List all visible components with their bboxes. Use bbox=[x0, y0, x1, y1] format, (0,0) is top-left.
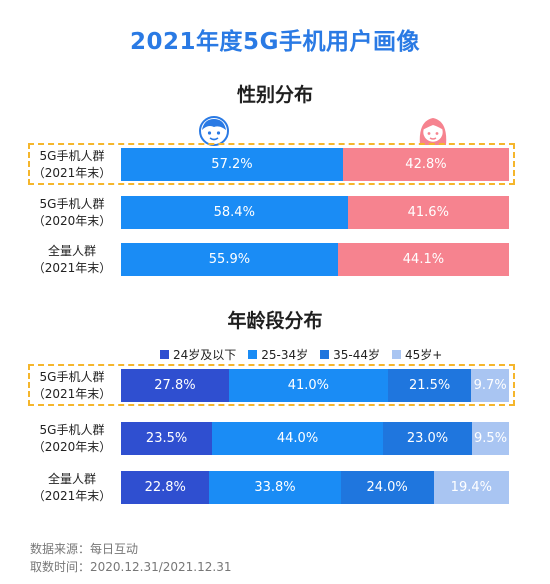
row-label-line1: 5G手机人群 bbox=[39, 370, 105, 384]
legend-swatch bbox=[160, 350, 169, 359]
legend-item: 45岁+ bbox=[392, 346, 442, 363]
row-label-line1: 5G手机人群 bbox=[39, 149, 105, 163]
age-segment: 9.5% bbox=[472, 422, 509, 455]
legend-label: 35-44岁 bbox=[333, 348, 381, 362]
row-label-line2: （2021年末） bbox=[32, 166, 112, 180]
age-row-label: 5G手机人群 （2020年末） bbox=[28, 422, 116, 456]
row-label-line2: （2021年末） bbox=[32, 489, 112, 503]
male-segment: 57.2% bbox=[121, 148, 343, 181]
age-segment: 33.8% bbox=[209, 471, 341, 504]
legend-label: 25-34岁 bbox=[261, 348, 309, 362]
row-label-line1: 全量人群 bbox=[47, 244, 96, 258]
row-label-line2: （2021年末） bbox=[32, 387, 112, 401]
female-segment: 44.1% bbox=[337, 243, 509, 276]
male-segment: 55.9% bbox=[121, 243, 338, 276]
age-segment: 9.7% bbox=[471, 369, 509, 402]
age-segment: 23.5% bbox=[121, 422, 213, 455]
row-label-line1: 全量人群 bbox=[47, 472, 96, 486]
age-segment: 24.0% bbox=[340, 471, 434, 504]
gender-row-label: 5G手机人群 （2021年末） bbox=[28, 148, 116, 182]
age-segment: 22.8% bbox=[121, 471, 210, 504]
age-segment: 19.4% bbox=[433, 471, 509, 504]
female-segment: 42.8% bbox=[342, 148, 509, 181]
row-label-line1: 5G手机人群 bbox=[39, 197, 105, 211]
row-label-line2: （2020年末） bbox=[32, 440, 112, 454]
legend-item: 24岁及以下 bbox=[160, 346, 236, 363]
legend-swatch bbox=[248, 350, 258, 359]
age-segment: 27.8% bbox=[121, 369, 229, 402]
age-bar: 27.8% 41.0% 21.5% 9.7% bbox=[121, 369, 509, 402]
age-bar: 23.5% 44.0% 23.0% 9.5% bbox=[121, 422, 509, 455]
age-row-label: 全量人群 （2021年末） bbox=[28, 471, 116, 505]
female-avatar-icon bbox=[419, 118, 447, 145]
age-segment: 21.5% bbox=[387, 369, 472, 402]
male-segment: 58.4% bbox=[121, 196, 348, 229]
row-label-line1: 5G手机人群 bbox=[39, 423, 105, 437]
legend-item: 25-34岁 bbox=[248, 346, 308, 363]
age-legend: 24岁及以下 25-34岁 35-44岁 45岁+ bbox=[160, 346, 442, 363]
page-title: 2021年度5G手机用户画像 bbox=[130, 29, 420, 55]
gender-row-label: 全量人群 （2021年末） bbox=[28, 243, 116, 277]
gender-row-label: 5G手机人群 （2020年末） bbox=[28, 196, 116, 230]
row-label-line2: （2020年末） bbox=[32, 214, 112, 228]
legend-label: 45岁+ bbox=[405, 348, 443, 362]
highlight-box-age bbox=[28, 364, 515, 406]
age-row-label: 5G手机人群 （2021年末） bbox=[28, 369, 116, 403]
gender-bar: 57.2% 42.8% bbox=[121, 148, 509, 181]
age-segment: 44.0% bbox=[212, 422, 383, 455]
legend-item: 35-44岁 bbox=[320, 346, 380, 363]
legend-swatch bbox=[392, 350, 402, 359]
row-label-line2: （2021年末） bbox=[32, 261, 112, 275]
age-bar: 22.8% 33.8% 24.0% 19.4% bbox=[121, 471, 509, 504]
data-date: 取数时间：2020.12.31/2021.12.31 bbox=[30, 560, 232, 574]
data-source: 数据来源：每日互动 bbox=[30, 542, 139, 556]
legend-swatch bbox=[320, 350, 330, 359]
female-segment: 41.6% bbox=[347, 196, 509, 229]
gender-section-title: 性别分布 bbox=[236, 84, 313, 106]
age-section-title: 年龄段分布 bbox=[227, 310, 323, 332]
legend-label: 24岁及以下 bbox=[173, 348, 237, 362]
gender-bar: 55.9% 44.1% bbox=[121, 243, 509, 276]
gender-bar: 58.4% 41.6% bbox=[121, 196, 509, 229]
highlight-box-gender bbox=[28, 143, 515, 185]
age-segment: 23.0% bbox=[382, 422, 473, 455]
male-avatar-icon bbox=[199, 116, 229, 146]
age-segment: 41.0% bbox=[228, 369, 388, 402]
